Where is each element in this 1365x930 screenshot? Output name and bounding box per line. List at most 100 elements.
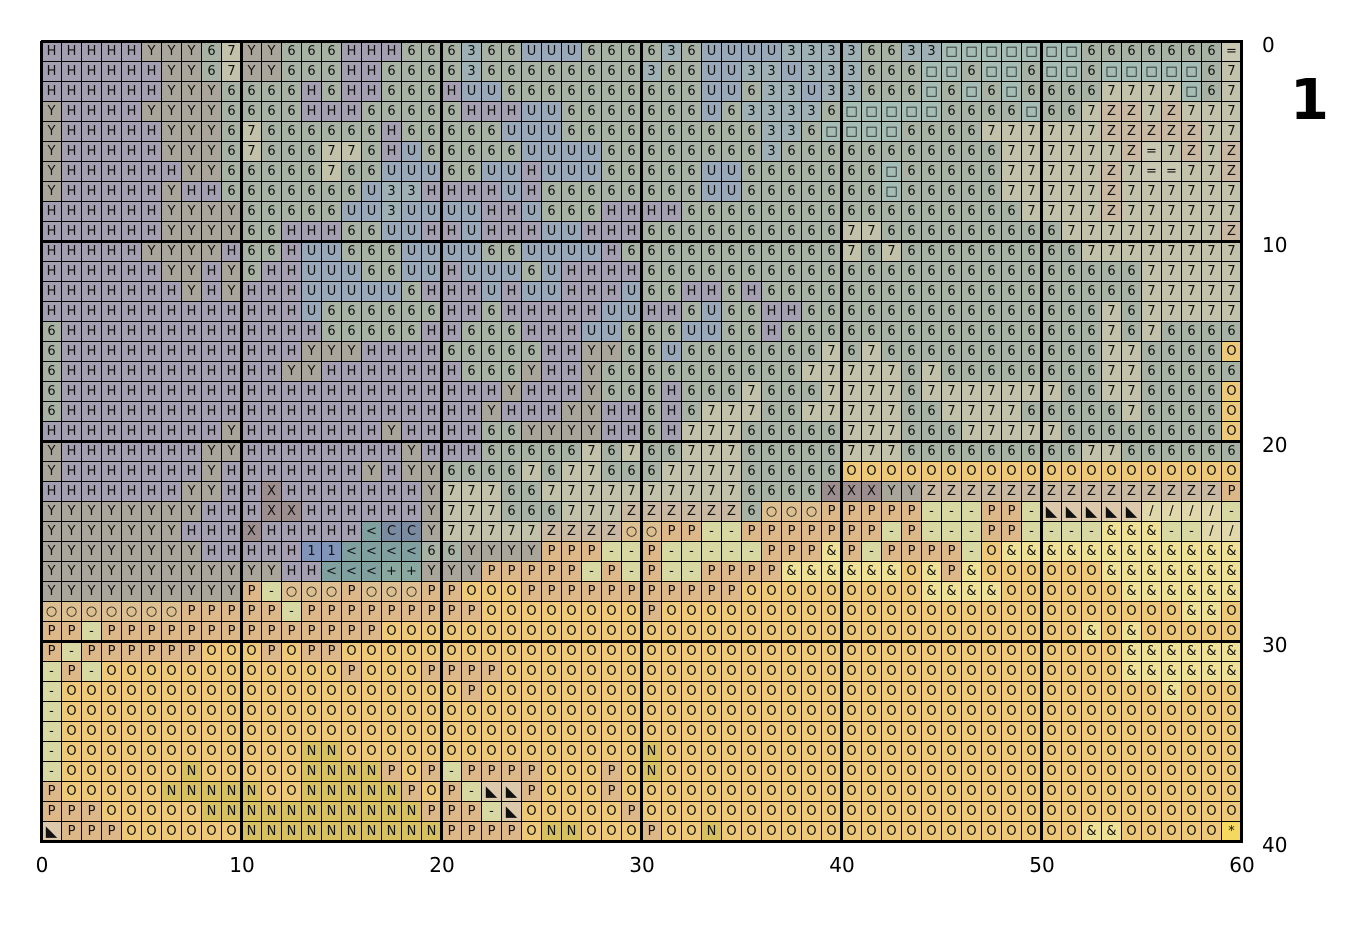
grid-cell: 6: [682, 262, 701, 281]
grid-cell: O: [1062, 722, 1081, 741]
grid-cell: 6: [382, 262, 401, 281]
grid-cell: 6: [1002, 282, 1021, 301]
grid-cell: O: [842, 642, 861, 661]
grid-cell: O: [802, 762, 821, 781]
grid-cell: O: [642, 782, 661, 801]
grid-cell: O: [1082, 802, 1101, 821]
grid-cell: 7: [582, 442, 601, 461]
grid-cell: H: [522, 402, 541, 421]
grid-cell: O: [762, 582, 781, 601]
grid-cell: 6: [942, 442, 961, 461]
grid-cell: N: [222, 782, 241, 801]
grid-cell: &: [942, 582, 961, 601]
grid-cell: O: [1182, 682, 1201, 701]
grid-cell: 6: [1042, 442, 1061, 461]
grid-cell: 6: [302, 122, 321, 141]
grid-cell: H: [302, 102, 321, 121]
grid-cell: 3: [822, 82, 841, 101]
grid-cell: Y: [222, 202, 241, 221]
grid-cell: 6: [382, 322, 401, 341]
grid-cell: O: [962, 622, 981, 641]
grid-cell: 6: [762, 242, 781, 261]
grid-cell: O: [862, 802, 881, 821]
grid-cell: O: [662, 702, 681, 721]
grid-cell: &: [962, 562, 981, 581]
grid-cell: 6: [802, 142, 821, 161]
grid-cell: O: [862, 462, 881, 481]
grid-cell: H: [222, 542, 241, 561]
grid-cell: O: [322, 682, 341, 701]
grid-cell: 6: [1182, 362, 1201, 381]
grid-cell: Y: [102, 522, 121, 541]
grid-cell: O: [182, 822, 201, 841]
grid-cell: 7: [1202, 302, 1221, 321]
grid-cell: O: [962, 822, 981, 841]
grid-cell: 6: [742, 502, 761, 521]
grid-cell: 6: [902, 362, 921, 381]
grid-cell: Y: [162, 62, 181, 81]
grid-cell: 6: [682, 82, 701, 101]
grid-cell: O: [222, 642, 241, 661]
grid-cell: 6: [902, 122, 921, 141]
grid-cell: 6: [422, 302, 441, 321]
grid-cell: O: [502, 702, 521, 721]
grid-cell: O: [1002, 602, 1021, 621]
grid-cell: Y: [162, 582, 181, 601]
grid-cell: P: [462, 602, 481, 621]
grid-cell: &: [1182, 582, 1201, 601]
grid-cell: H: [302, 322, 321, 341]
grid-cell: O: [162, 662, 181, 681]
grid-cell: 6: [382, 242, 401, 261]
grid-cell: O: [762, 762, 781, 781]
grid-cell: O: [862, 582, 881, 601]
grid-cell: 6: [762, 362, 781, 381]
grid-cell: O: [1022, 802, 1041, 821]
grid-cell: Y: [122, 542, 141, 561]
grid-cell: 7: [702, 442, 721, 461]
grid-cell: 7: [1002, 402, 1021, 421]
grid-cell: P: [602, 562, 621, 581]
grid-cell: 7: [322, 142, 341, 161]
grid-cell: 6: [662, 362, 681, 381]
grid-cell: Y: [582, 382, 601, 401]
grid-cell: 6: [842, 142, 861, 161]
grid-cell: O: [742, 582, 761, 601]
grid-cell: O: [762, 642, 781, 661]
grid-cell: O: [702, 642, 721, 661]
grid-cell: O: [602, 802, 621, 821]
grid-cell: 6: [902, 222, 921, 241]
grid-cell: O: [742, 822, 761, 841]
grid-cell: 7: [1102, 242, 1121, 261]
grid-cell: &: [1222, 542, 1241, 561]
grid-cell: 3: [822, 62, 841, 81]
grid-cell: 7: [1182, 162, 1201, 181]
grid-cell: P: [662, 582, 681, 601]
grid-cell: 6: [882, 142, 901, 161]
grid-cell: 6: [282, 142, 301, 161]
grid-cell: -: [82, 662, 101, 681]
grid-cell: 6: [1082, 62, 1101, 81]
grid-cell: O: [702, 682, 721, 701]
grid-cell: O: [502, 602, 521, 621]
grid-cell: 7: [1042, 202, 1061, 221]
grid-cell: H: [62, 262, 81, 281]
grid-cell: H: [382, 382, 401, 401]
grid-cell: H: [282, 262, 301, 281]
grid-cell: 6: [482, 42, 501, 61]
grid-cell: 3: [842, 82, 861, 101]
grid-cell: ○: [142, 602, 161, 621]
grid-cell: 6: [1042, 262, 1061, 281]
grid-cell: -: [42, 742, 61, 761]
grid-cell: O: [1042, 582, 1061, 601]
grid-cell: O: [922, 742, 941, 761]
grid-cell: O: [862, 742, 881, 761]
grid-cell: O: [202, 682, 221, 701]
grid-cell: 7: [582, 502, 601, 521]
grid-cell: H: [62, 102, 81, 121]
grid-cell: Y: [362, 462, 381, 481]
grid-cell: 6: [942, 162, 961, 181]
grid-cell: H: [302, 422, 321, 441]
grid-cell: P: [802, 522, 821, 541]
grid-cell: ○: [302, 582, 321, 601]
grid-cell: 6: [1162, 362, 1181, 381]
